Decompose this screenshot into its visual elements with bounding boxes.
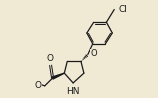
Text: O: O	[34, 81, 41, 90]
Polygon shape	[52, 73, 64, 79]
Text: O: O	[47, 54, 54, 63]
Text: O: O	[90, 49, 97, 58]
Text: Cl: Cl	[118, 5, 127, 14]
Text: HN: HN	[66, 87, 80, 96]
